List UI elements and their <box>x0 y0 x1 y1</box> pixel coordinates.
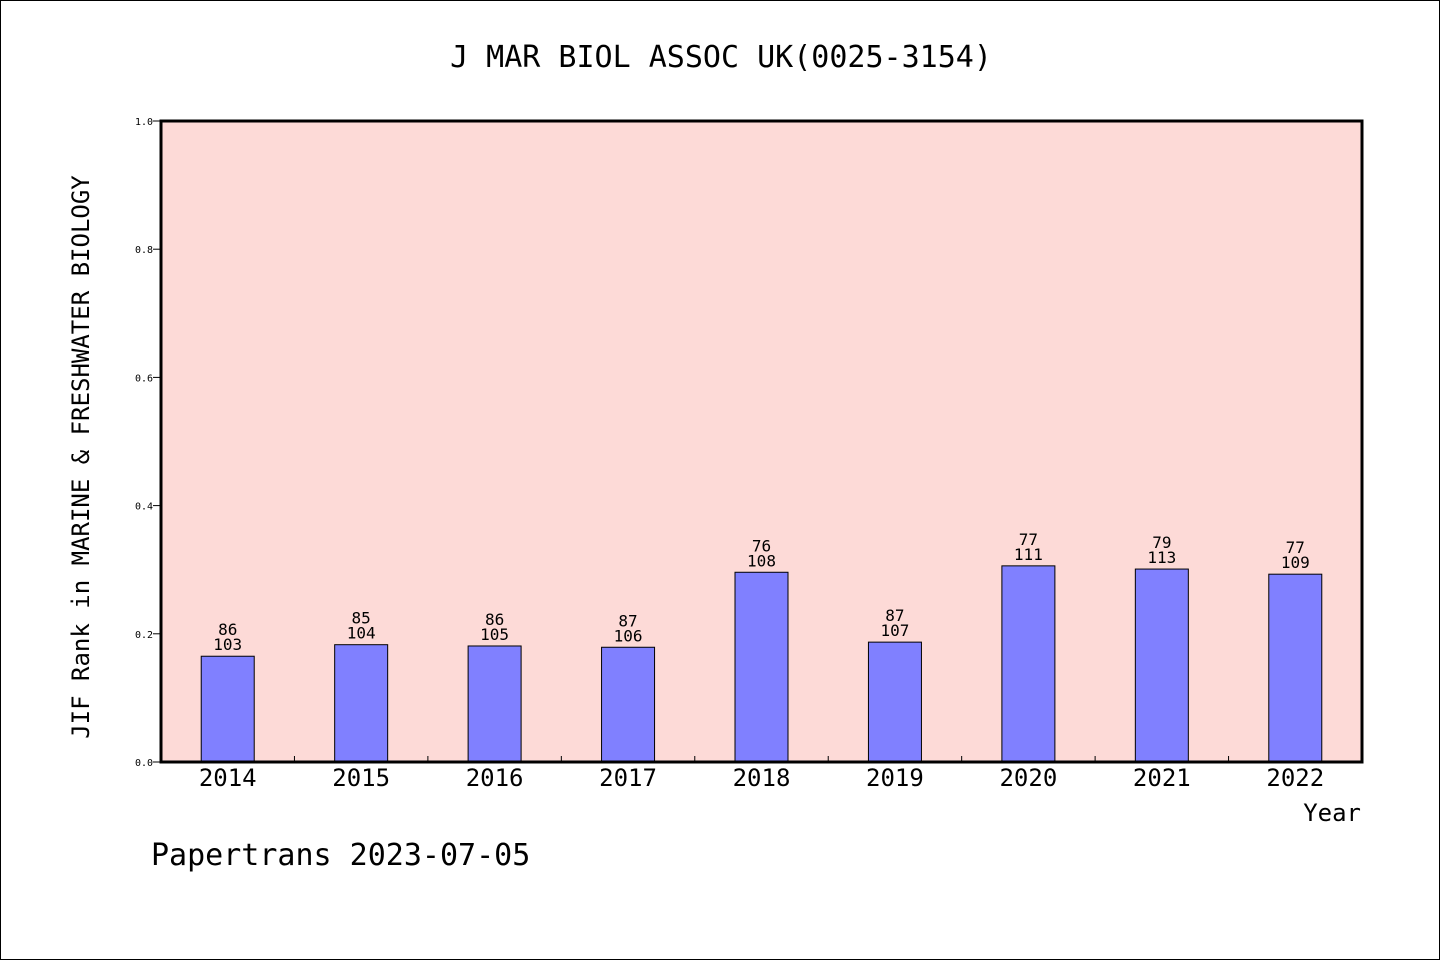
plot-border <box>159 119 1364 764</box>
bar <box>1268 573 1323 763</box>
x-axis-label: Year <box>1303 799 1361 827</box>
bar-rank-label: 86 <box>218 620 237 639</box>
footer-credit: Papertrans 2023-07-05 <box>151 838 530 873</box>
bar-rank-label: 77 <box>1019 530 1038 549</box>
y-axis-label: JIF Rank in MARINE & FRESHWATER BIOLOGY <box>67 175 95 739</box>
bar-total-label: 107 <box>880 621 909 640</box>
x-tick-label: 2017 <box>599 764 657 792</box>
bar <box>734 571 789 763</box>
bar-total-label: 106 <box>614 626 643 645</box>
x-tick-label: 2018 <box>733 764 791 792</box>
bar-rank-label: 76 <box>752 536 771 555</box>
x-tick-label: 2019 <box>866 764 924 792</box>
x-tick-label: 2015 <box>332 764 390 792</box>
y-axis: 0.0 0.2 0.4 0.6 0.8 1.0 <box>135 117 161 769</box>
bar-rank-label: 79 <box>1152 533 1171 552</box>
x-tick-label: 2020 <box>999 764 1057 792</box>
bar <box>1001 565 1056 763</box>
bar-rank-label: 86 <box>485 610 504 629</box>
bar-total-label: 105 <box>480 625 509 644</box>
y-tick-label: 0.4 <box>135 502 153 513</box>
x-axis: 2014 2015 2016 2017 2018 2019 2020 2021 2022 <box>199 756 1324 792</box>
bar <box>1134 568 1189 763</box>
bar-rank-label: 87 <box>618 611 637 630</box>
x-tick-label: 2014 <box>199 764 257 792</box>
bar <box>867 641 922 763</box>
bar-total-label: 104 <box>347 624 376 643</box>
y-tick-label: 0.6 <box>135 373 153 384</box>
bar-rank-label: 85 <box>352 609 371 628</box>
x-tick-label: 2021 <box>1133 764 1191 792</box>
x-tick-label: 2016 <box>466 764 524 792</box>
bar-total-label: 111 <box>1014 545 1043 564</box>
bar-total-label: 109 <box>1281 553 1310 572</box>
x-tick-label: 2022 <box>1266 764 1324 792</box>
bar-total-label: 108 <box>747 551 776 570</box>
bar-rank-label: 87 <box>885 606 904 625</box>
bar-rank-label: 77 <box>1286 538 1305 557</box>
bar <box>467 645 522 763</box>
y-tick-label: 1.0 <box>135 117 153 128</box>
y-tick-label: 0.8 <box>135 245 153 256</box>
bar <box>200 655 255 763</box>
bar-total-label: 113 <box>1147 548 1176 567</box>
bar <box>334 644 389 763</box>
bar <box>601 646 656 763</box>
chart-title: J MAR BIOL ASSOC UK(0025-3154) <box>450 40 992 75</box>
bar-total-label: 103 <box>213 635 242 654</box>
y-tick-label: 0.0 <box>135 758 153 769</box>
y-tick-label: 0.2 <box>135 630 153 641</box>
